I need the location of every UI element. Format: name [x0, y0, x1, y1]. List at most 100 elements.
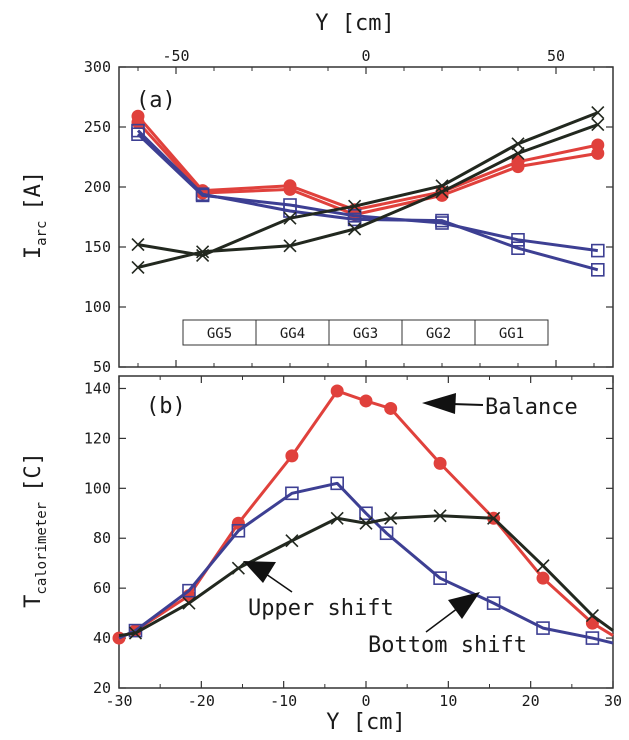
panel-b-series: [112, 384, 614, 645]
gate-group-boxes: GG5 GG4 GG3 GG2 GG1: [182, 319, 549, 346]
panel-b-y-label: Tcalorimeter [C]: [21, 452, 50, 608]
data-point-upper-shift: [285, 486, 299, 501]
gate-group-label-gg5: GG5: [207, 326, 232, 342]
panel-a-data-point: [591, 118, 605, 132]
arrow-upper-shift: [265, 573, 293, 593]
panel-a-data-point: [283, 211, 297, 225]
arrowhead-upper-shift: [243, 561, 276, 583]
panel-a-data-point: [131, 123, 145, 138]
panel-b-y-label-sub: calorimeter: [34, 502, 50, 595]
panel-a-y-label: Iarc [A]: [21, 171, 50, 259]
panel-a-y-tick-label: 100: [84, 298, 111, 316]
panel-a-label: (a): [136, 88, 176, 113]
panel-b-y-tick-label: 120: [84, 429, 111, 447]
panel-a-y-tick-label: 150: [84, 238, 111, 256]
gate-group-frame: [182, 319, 549, 346]
data-point-balance: [330, 384, 344, 398]
panel-a-data-point: [511, 160, 525, 174]
data-point-bottom-shift: [359, 516, 373, 530]
panel-a-data-point: [348, 199, 362, 213]
panel-a-y-label-sub: arc: [34, 221, 50, 246]
gate-group-label-gg4: GG4: [280, 326, 305, 342]
panel-a-series-line: [137, 111, 599, 257]
panel-b-y-label-main: T: [21, 595, 46, 608]
data-point-upper-shift: [486, 596, 501, 610]
panel-a-series: [131, 106, 605, 277]
panel-a-data-point: [511, 233, 525, 247]
panel-a-y-tick-label: 250: [84, 118, 111, 136]
series-line-upper-shift: [118, 481, 614, 645]
data-point-bottom-shift: [285, 534, 299, 548]
panel-b-ticks: 20 40 60 80 100 120 140 -30 -20 -10 0 10 20 30: [84, 376, 622, 710]
data-point-bottom-shift: [182, 596, 196, 610]
data-point-upper-shift: [379, 526, 394, 541]
arrow-bottom-shift: [425, 607, 459, 633]
panel-a-data-point: [511, 137, 525, 151]
data-point-bottom-shift: [536, 559, 550, 573]
panel-a-top-tick-label: 0: [361, 47, 370, 65]
data-point-upper-shift: [536, 621, 550, 635]
gate-group-label-gg3: GG3: [353, 326, 378, 342]
panel-b-y-label-unit: [C]: [21, 452, 46, 492]
panel-a-data-point: [131, 115, 145, 129]
panel-b-y-tick-label: 80: [93, 529, 111, 547]
annotation-bottom-shift: Bottom shift: [368, 633, 527, 658]
data-point-upper-shift: [231, 523, 246, 538]
panel-a-top-tick-label: -50: [162, 47, 189, 65]
data-point-upper-shift: [585, 631, 600, 645]
data-point-bottom-shift: [384, 511, 398, 525]
panel-b-y-tick-label: 140: [84, 379, 111, 397]
panel-a-data-point: [511, 146, 525, 160]
data-point-upper-shift: [433, 571, 447, 585]
panel-b-x-tick-label: -30: [105, 692, 132, 710]
panel-a-data-point: [283, 239, 297, 253]
panel-b-y-tick-label: 20: [93, 679, 111, 697]
panel-b-y-tick-label: 60: [93, 579, 111, 597]
panel-a-ticks: 50 100 150 200 250 300 -50 0 50: [84, 47, 613, 376]
panel-a-data-point: [590, 243, 605, 258]
arrowhead-bottom-shift: [448, 592, 480, 619]
data-point-balance: [359, 394, 373, 408]
panel-a-top-tick-label: 50: [547, 47, 565, 65]
panel-a-y-tick-label: 50: [93, 358, 111, 376]
panel-b-label: (b): [146, 394, 186, 419]
data-point-upper-shift: [330, 476, 344, 491]
data-point-balance: [433, 456, 447, 470]
bottom-x-axis-label: Y [cm]: [326, 710, 405, 735]
panel-a-y-tick-label: 200: [84, 178, 111, 196]
panel-a-data-point: [196, 245, 210, 259]
arrow-balance: [451, 403, 484, 406]
data-point-bottom-shift: [487, 511, 501, 525]
top-x-axis-label: Y [cm]: [315, 11, 394, 36]
arrowhead-balance: [422, 393, 456, 414]
panel-a-data-point: [591, 106, 605, 120]
panel-b-frame: [118, 375, 614, 689]
panel-a-data-point: [131, 238, 145, 252]
data-point-upper-shift: [359, 506, 373, 521]
panel-b-x-tick-label: 0: [361, 692, 370, 710]
data-point-upper-shift: [182, 583, 196, 598]
panel-a-data-point: [131, 260, 145, 274]
data-point-bottom-shift: [585, 609, 599, 623]
panel-a-data-point: [435, 213, 449, 228]
annotation-upper-shift: Upper shift: [248, 596, 394, 621]
panel-b-x-tick-label: -10: [270, 692, 297, 710]
panel-a-data-point: [435, 185, 449, 199]
panel-a-series-line: [136, 129, 599, 272]
annotation-balance: Balance: [485, 395, 578, 420]
panel-a-data-point: [511, 241, 525, 255]
data-point-bottom-shift: [433, 509, 447, 523]
data-point-balance: [384, 401, 398, 415]
panel-b-x-tick-label: 30: [604, 692, 622, 710]
panel-b-y-tick-label: 100: [84, 479, 111, 497]
panel-b: (b) 20 40 60 80 100 120 140 -30 -20 -10 0 10 20 30 Tc…: [21, 375, 622, 710]
panel-b-x-tick-label: 20: [522, 692, 540, 710]
data-point-balance: [536, 571, 550, 585]
panel-a-data-point: [348, 222, 362, 236]
panel-a-data-point: [283, 182, 297, 196]
panel-a-y-label-unit: [A]: [21, 171, 46, 211]
panel-a-data-point: [195, 187, 210, 201]
gate-group-label-gg1: GG1: [499, 326, 524, 342]
panel-b-y-tick-label: 40: [93, 629, 111, 647]
